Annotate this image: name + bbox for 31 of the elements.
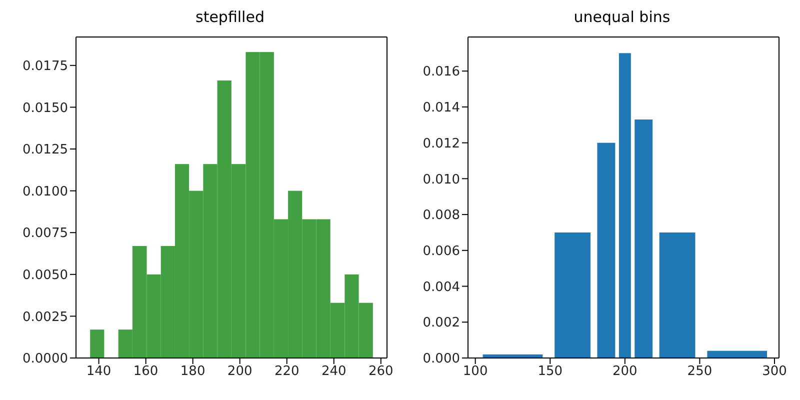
- y-tick-label: 0.006: [422, 244, 460, 260]
- y-tick-label: 0.0075: [22, 226, 68, 242]
- y-tick-label: 0.0050: [22, 268, 68, 284]
- y-tick-label: 0.002: [422, 316, 460, 331]
- x-tick-label: 100: [462, 364, 488, 380]
- x-tick-label: 300: [762, 364, 787, 380]
- y-tick-label: 0.0100: [22, 184, 68, 200]
- x-tick-label: 150: [538, 364, 563, 380]
- x-tick-label: 260: [368, 364, 394, 380]
- x-tick-label: 180: [180, 364, 206, 380]
- chart-title: stepfilled: [194, 8, 266, 28]
- x-tick-label: 160: [133, 364, 158, 380]
- y-tick-label: 0.008: [422, 208, 460, 224]
- x-tick-label: 220: [274, 364, 300, 380]
- chart-title: unequal bins: [572, 8, 672, 28]
- x-tick-label: 200: [227, 364, 252, 380]
- y-tick-label: 0.010: [422, 172, 460, 188]
- y-tick-label: 0.016: [422, 64, 460, 80]
- x-tick-label: 250: [687, 364, 712, 380]
- y-tick-label: 0.0125: [22, 142, 68, 158]
- y-tick-label: 0.0025: [22, 310, 68, 325]
- y-tick-label: 0.0150: [22, 100, 68, 116]
- y-tick-label: 0.004: [422, 280, 460, 295]
- y-tick-label: 0.0175: [22, 59, 68, 74]
- y-tick-label: 0.012: [422, 136, 460, 152]
- y-tick-label: 0.0000: [22, 352, 68, 367]
- y-tick-label: 0.000: [422, 352, 460, 367]
- x-tick-label: 240: [321, 364, 346, 380]
- x-tick-label: 200: [612, 364, 638, 380]
- x-tick-label: 140: [86, 364, 112, 380]
- y-tick-label: 0.014: [422, 100, 460, 116]
